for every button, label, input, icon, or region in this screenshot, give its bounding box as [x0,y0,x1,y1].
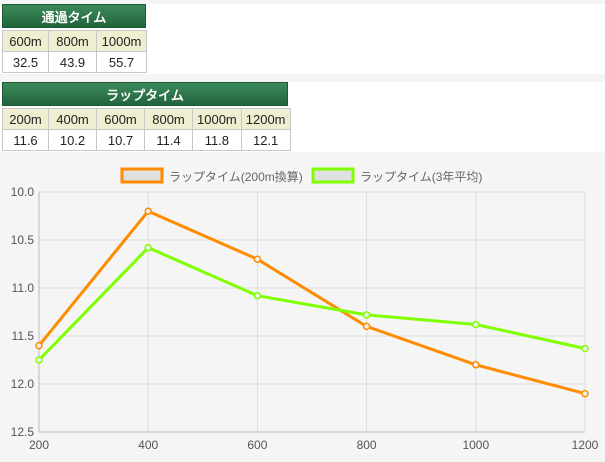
passing-value-cell: 43.9 [48,51,97,73]
lap-value-cell: 10.2 [48,129,97,151]
lap-time-title: ラップタイム [106,88,184,104]
series-point-2 [144,243,152,252]
top-band [0,0,605,4]
series-point-2 [472,320,480,329]
lap-header-cell: 800m [144,108,193,130]
table-row: 11.6 10.2 10.7 11.4 11.8 12.1 [2,129,291,151]
lap-value-cell: 10.7 [96,129,145,151]
legend-swatch [120,167,164,184]
passing-time-table: 600m 800m 1000m 32.5 43.9 55.7 [2,30,147,73]
x-tick-label: 1200 [572,438,599,452]
legend-swatch [311,167,355,184]
y-tick-label: 11.5 [12,329,35,343]
table-row: 200m 400m 600m 800m 1000m 1200m [2,108,291,130]
series-line-2 [37,245,586,362]
passing-header-cell: 1000m [96,30,147,52]
passing-value-cell: 55.7 [96,51,147,73]
passing-value-cell: 32.5 [2,51,49,73]
legend-label: ラップタイム(200m換算) [169,169,303,184]
divider-band [0,74,605,82]
x-tick-label: 600 [247,438,267,452]
lap-header-cell: 1200m [240,108,291,130]
lap-header-cell: 400m [48,108,97,130]
x-tick-label: 800 [357,438,377,452]
series-point-1 [362,322,371,331]
y-tick-label: 12.5 [11,425,35,439]
x-tick-label: 400 [138,438,158,452]
x-tick-label: 1000 [462,438,489,452]
lap-header-cell: 1000m [192,108,242,130]
y-tick-label: 10.0 [11,185,35,199]
table-row: 32.5 43.9 55.7 [2,51,147,73]
series-point-1 [581,389,589,398]
y-tick-label: 10.5 [11,233,35,247]
lap-value-cell: 11.4 [144,129,193,151]
series-point-2 [253,291,262,300]
series-point-1 [472,361,480,369]
lap-header-cell: 600m [96,108,145,130]
legend-label: ラップタイム(3年平均) [360,170,482,184]
series-line-1 [37,209,586,396]
lap-value-cell: 12.1 [240,129,291,151]
lap-time-header: ラップタイム [2,82,288,106]
series-point-2 [35,356,43,364]
series-point-2 [362,311,371,319]
series-point-1 [253,255,262,263]
divider-band [0,152,605,160]
lap-chart-area: 10.0 10.5 11.0 11.5 12.0 12.5 200 400 600 800 1000… [0,160,605,462]
x-tick-label: 200 [29,438,49,452]
passing-header-cell: 600m [2,30,49,52]
lap-value-cell: 11.6 [2,129,49,151]
table-row: 600m 800m 1000m [2,30,147,52]
series-point-1 [144,207,152,215]
series-point-2 [581,344,589,353]
lap-time-table: 200m 400m 600m 800m 1000m 1200m 11.6 10.… [2,108,291,151]
y-tick-label: 11.0 [12,281,35,295]
lap-value-cell: 11.8 [192,129,242,151]
passing-header-cell: 800m [48,30,97,52]
lap-header-cell: 200m [2,108,49,130]
series-point-1 [35,341,43,350]
y-tick-label: 12.0 [11,377,35,391]
passing-time-title: 通過タイム [41,10,107,26]
passing-time-header: 通過タイム [2,4,146,28]
